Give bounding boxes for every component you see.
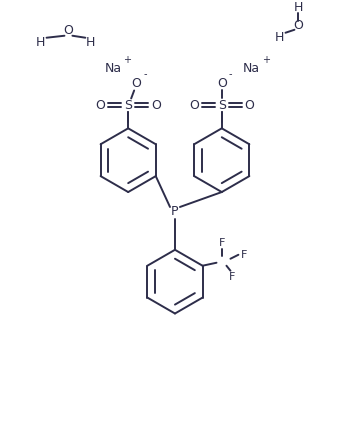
Text: H: H <box>36 36 45 49</box>
Text: H: H <box>275 31 284 44</box>
Text: +: + <box>262 54 270 65</box>
Text: P: P <box>171 205 179 218</box>
Text: +: + <box>123 54 131 65</box>
Text: O: O <box>95 99 105 112</box>
Text: H: H <box>294 1 303 14</box>
Text: O: O <box>131 77 141 90</box>
Text: O: O <box>217 77 227 90</box>
Text: O: O <box>293 19 304 32</box>
Text: -: - <box>229 69 232 79</box>
Text: O: O <box>189 99 199 112</box>
Text: O: O <box>245 99 255 112</box>
Text: O: O <box>151 99 161 112</box>
Text: F: F <box>219 238 226 248</box>
Text: -: - <box>143 69 147 79</box>
Text: F: F <box>241 250 247 260</box>
Text: S: S <box>124 99 132 112</box>
Text: F: F <box>229 272 236 282</box>
Text: Na: Na <box>243 62 260 75</box>
Text: O: O <box>64 24 73 37</box>
Text: S: S <box>218 99 226 112</box>
Text: Na: Na <box>105 62 122 75</box>
Text: H: H <box>86 36 95 49</box>
